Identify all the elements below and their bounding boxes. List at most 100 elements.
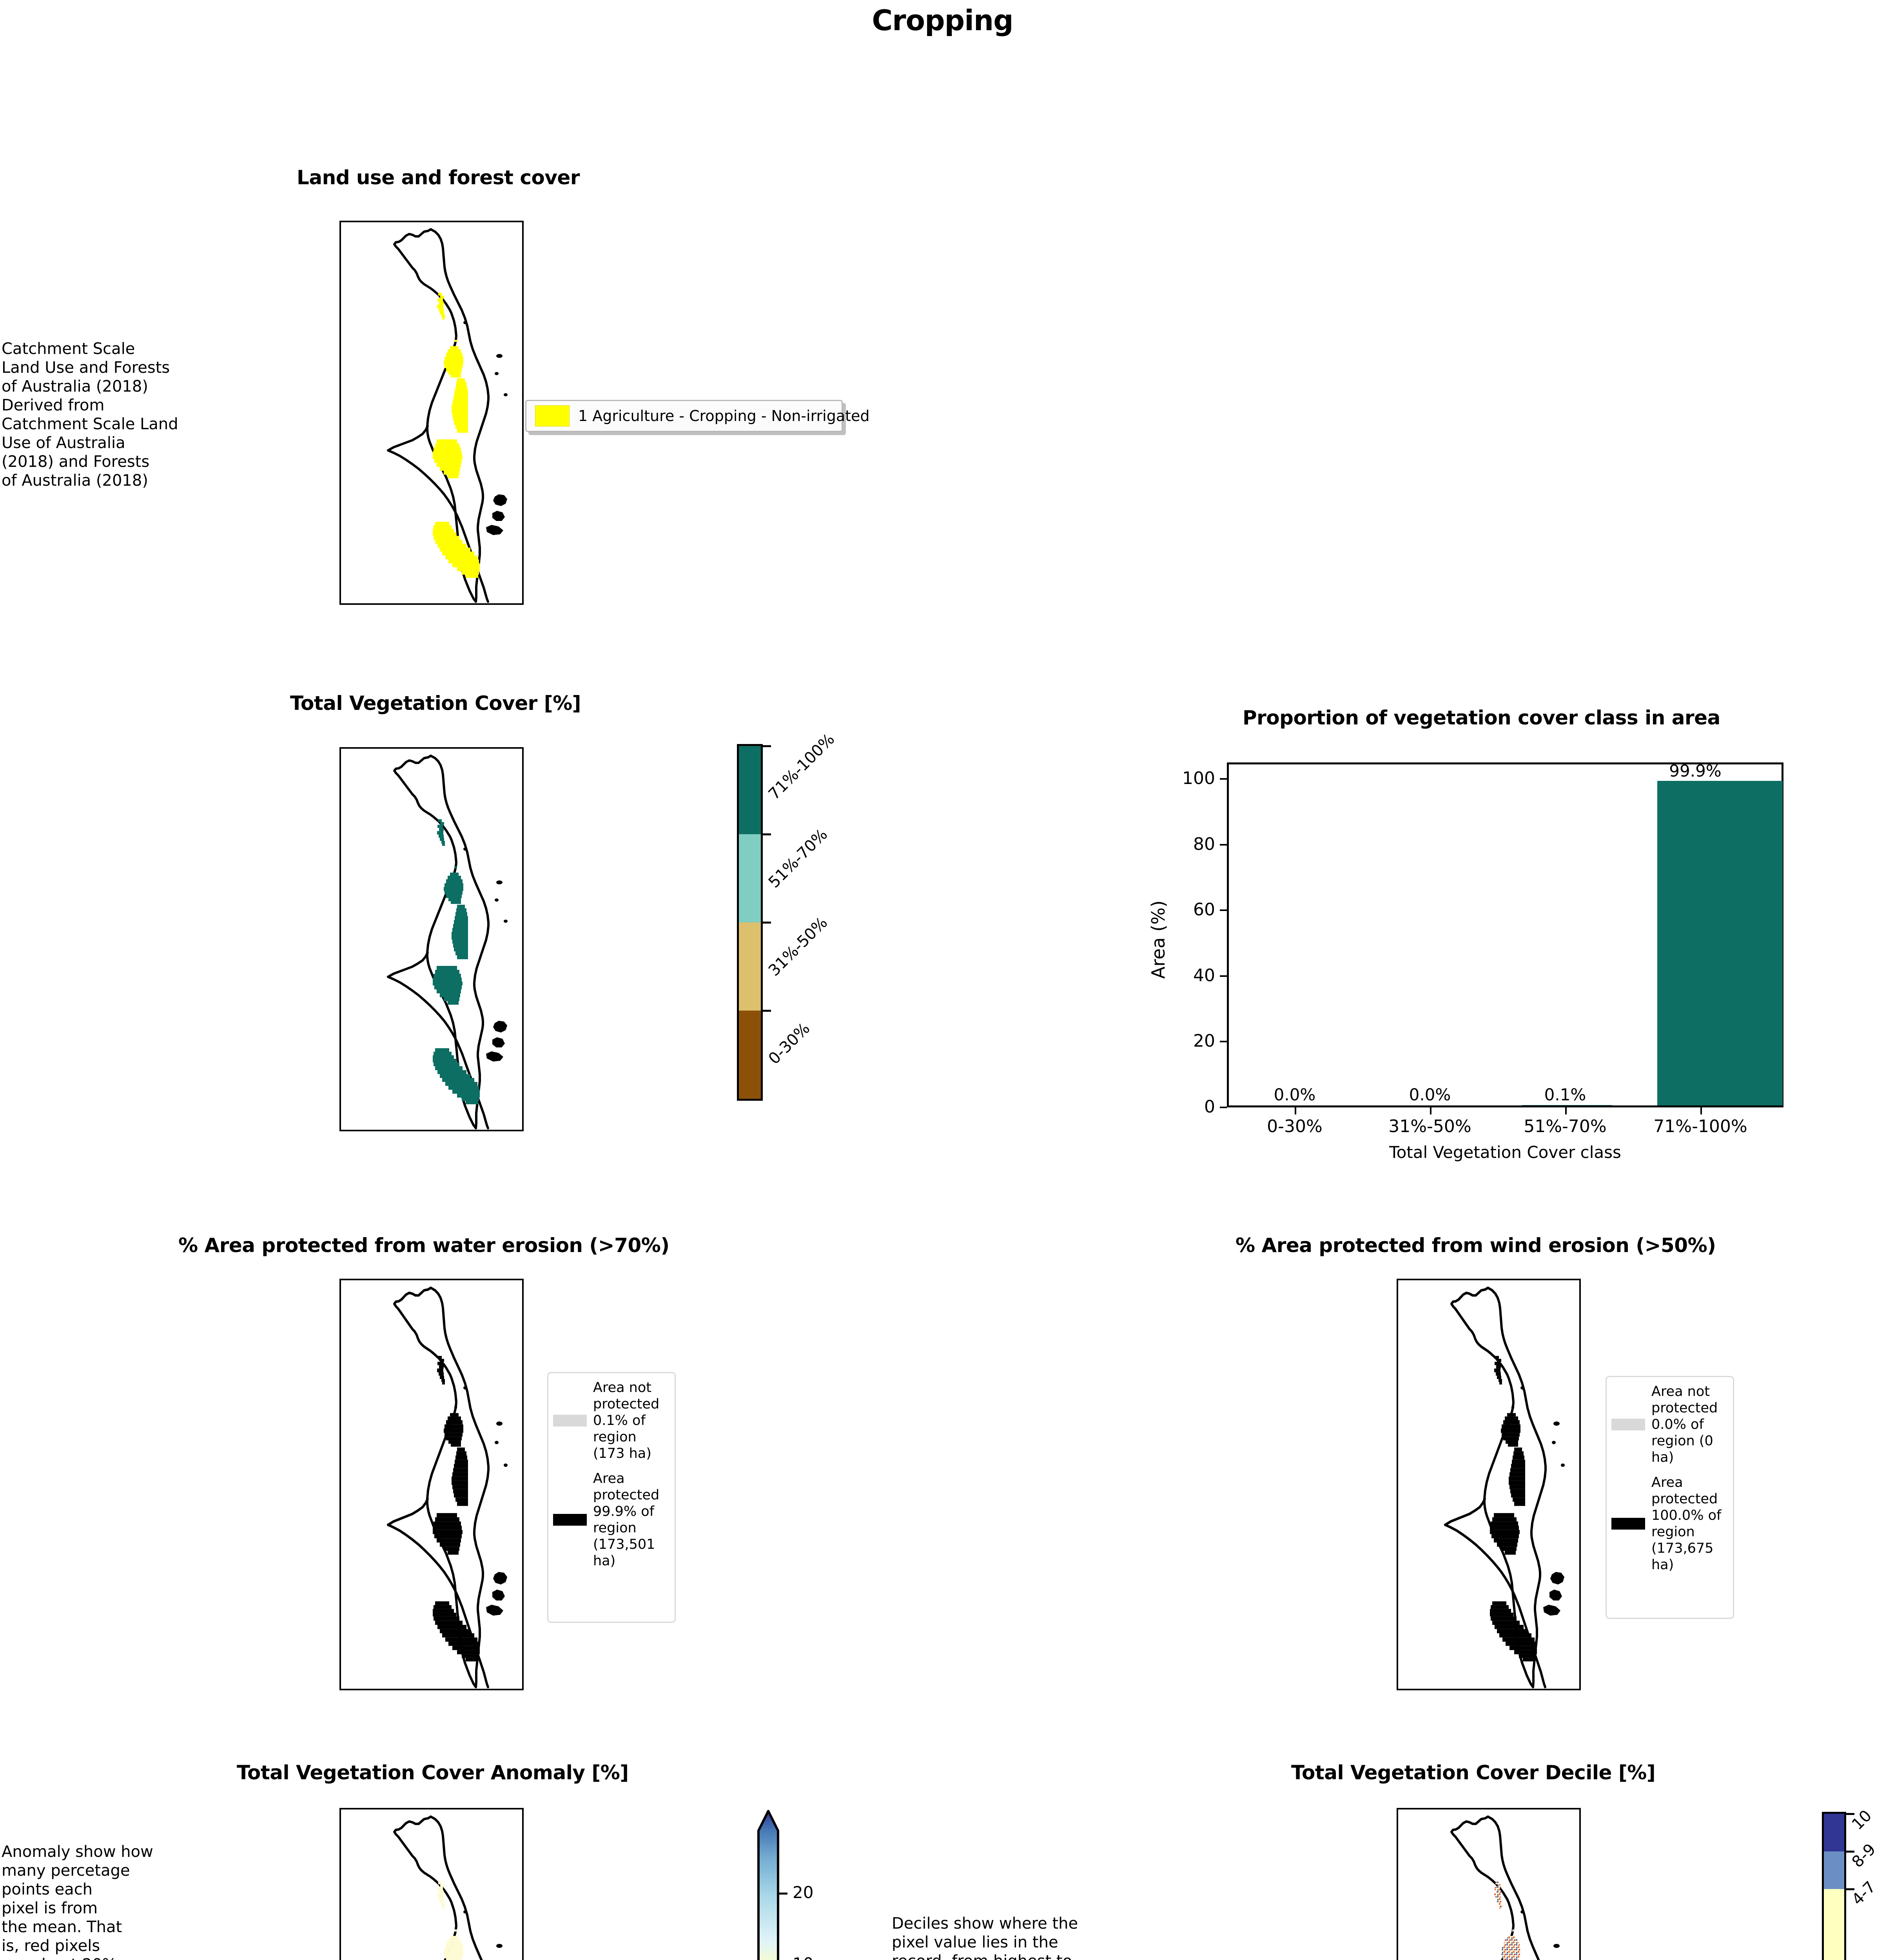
anomaly-explanation-note: Anomaly show how many percetage points e… [2, 1843, 153, 1960]
axis-tick [1397, 1608, 1398, 1610]
land-use-legend-label-cropping: 1 Agriculture - Cropping - Non-irrigated [578, 407, 870, 425]
wind-erosion-legend: Area not protected 0.0% of region (0 ha)… [1606, 1376, 1734, 1619]
proportion-chart-plot-area [1227, 762, 1783, 1107]
legend-swatch-not-protected [553, 1415, 587, 1426]
proportion-chart-title: Proportion of vegetation cover class in … [1243, 706, 1720, 729]
x-tick-label-0-30: 0-30% [1267, 1116, 1323, 1136]
wind-erosion-legend-row-protected: Area protected 100.0% of region (173,675… [1611, 1474, 1728, 1573]
axis-tick [1397, 1853, 1398, 1855]
axis-tick [339, 1107, 341, 1109]
y-tick-label-60: 60 [1193, 900, 1215, 920]
anomaly-colorbar-label-10: 10 [793, 1954, 813, 1960]
y-tick-label-0: 0 [1204, 1097, 1215, 1117]
axis-tick [339, 581, 341, 582]
y-axis-tick [1220, 778, 1227, 780]
colorbar-tick [761, 833, 771, 835]
decile-map-graphic [1450, 1815, 1560, 1960]
y-tick-label-80: 80 [1193, 834, 1215, 854]
x-axis-label: Total Vegetation Cover class [1389, 1143, 1621, 1162]
colorbar-tick [761, 1010, 771, 1012]
axis-tick [1397, 1664, 1398, 1666]
decile-colorbar-label-10: 10 [1848, 1806, 1876, 1834]
y-axis-label: Area (%) [1148, 900, 1169, 979]
y-tick-label-40: 40 [1193, 965, 1215, 985]
legend-label-not-protected: Area not protected 0.0% of region (0 ha) [1651, 1384, 1718, 1465]
axis-tick [339, 370, 341, 372]
axis-tick [339, 1439, 341, 1441]
land-use-panel-title: Land use and forest cover [297, 166, 580, 189]
axis-tick [339, 1907, 341, 1909]
axis-tick [339, 949, 341, 951]
wind-erosion-panel-title: % Area protected from wind erosion (>50%… [1236, 1234, 1716, 1257]
axis-tick [339, 1383, 341, 1385]
land-use-legend-swatch-cropping [535, 405, 570, 426]
axis-tick [339, 1853, 341, 1855]
bar-71-100[interactable] [1657, 781, 1783, 1105]
axis-tick [476, 603, 478, 605]
legend-swatch-not-protected [1611, 1419, 1645, 1430]
axis-tick [476, 1689, 478, 1690]
water-erosion-panel-title: % Area protected from water erosion (>70… [178, 1234, 669, 1257]
colorbar-tick [777, 1893, 787, 1895]
anomaly-colorbar-label-20: 20 [793, 1883, 814, 1902]
total-vegetation-cover-map-graphic [387, 755, 508, 1129]
axis-tick [1397, 1552, 1398, 1553]
axis-tick [415, 1130, 417, 1131]
colorbar-segment-0-30 [739, 1011, 761, 1099]
y-tick-label-20: 20 [1193, 1031, 1215, 1051]
water-erosion-legend-row-protected: Area protected 99.9% of region (173,501 … [553, 1470, 670, 1569]
anomaly-map [339, 1808, 524, 1960]
page-title: Cropping [872, 4, 1013, 37]
axis-tick [339, 1552, 341, 1553]
x-tick-label-51-70: 51%-70% [1524, 1116, 1607, 1136]
legend-swatch-protected [1611, 1518, 1645, 1530]
anomaly-map-graphic [393, 1815, 503, 1960]
land-use-map-graphic [387, 228, 508, 603]
colorbar-segment-8-9 [1824, 1851, 1844, 1889]
axis-tick [339, 792, 341, 793]
colorbar-label-51-70: 51%-70% [765, 825, 831, 892]
y-axis-tick [1220, 844, 1227, 846]
colorbar-label-71-100: 71%-100% [765, 730, 838, 804]
x-tick-label-31-50: 31%-50% [1388, 1116, 1471, 1136]
axis-tick [1397, 1907, 1398, 1909]
wind-erosion-map [1397, 1279, 1581, 1690]
land-use-source-note: Catchment Scale Land Use and Forests of … [2, 340, 178, 490]
total-vegetation-cover-colorbar [737, 744, 771, 1101]
colorbar-segment-71-100 [739, 746, 761, 834]
axis-tick [339, 1054, 341, 1056]
colorbar-tick [1844, 1851, 1854, 1853]
axis-tick [339, 1327, 341, 1328]
axis-tick [339, 844, 341, 846]
colorbar-tick [1844, 1813, 1854, 1815]
axis-tick [339, 528, 341, 530]
axis-tick [339, 1002, 341, 1004]
decile-colorbar-label-8-9: 8-9 [1848, 1840, 1880, 1871]
axis-tick [339, 475, 341, 477]
water-erosion-legend-row-not-protected: Area not protected 0.1% of region (173 h… [553, 1379, 670, 1462]
colorbar-segment-10 [1824, 1814, 1844, 1851]
axis-tick [339, 897, 341, 898]
decile-colorbar-label-4-7: 4-7 [1848, 1878, 1880, 1909]
x-tick-label-71-100: 71%-100% [1653, 1116, 1747, 1136]
water-erosion-map [339, 1279, 524, 1690]
decile-colorbar [1822, 1812, 1854, 1960]
axis-tick [1397, 1495, 1398, 1497]
axis-tick [415, 1689, 417, 1690]
y-axis-tick [1220, 975, 1227, 977]
x-axis-tick [1700, 1107, 1702, 1114]
legend-swatch-protected [553, 1514, 587, 1526]
colorbar-tick [1844, 1888, 1854, 1890]
anomaly-panel-title: Total Vegetation Cover Anomaly [%] [237, 1761, 629, 1784]
total-vegetation-cover-map [339, 747, 524, 1131]
decile-map [1397, 1808, 1581, 1960]
axis-tick [1397, 1383, 1398, 1385]
axis-tick [1473, 1689, 1474, 1690]
y-axis-tick [1220, 1041, 1227, 1042]
colorbar-tick [761, 745, 771, 747]
water-erosion-legend: Area not protected 0.1% of region (173 h… [547, 1372, 676, 1623]
axis-tick [339, 423, 341, 425]
legend-label-protected: Area protected 100.0% of region (173,675… [1651, 1475, 1722, 1573]
bar-value-31-50: 0.0% [1409, 1085, 1451, 1104]
decile-explanation-note: Deciles show where the pixel value lies … [892, 1915, 1078, 1960]
